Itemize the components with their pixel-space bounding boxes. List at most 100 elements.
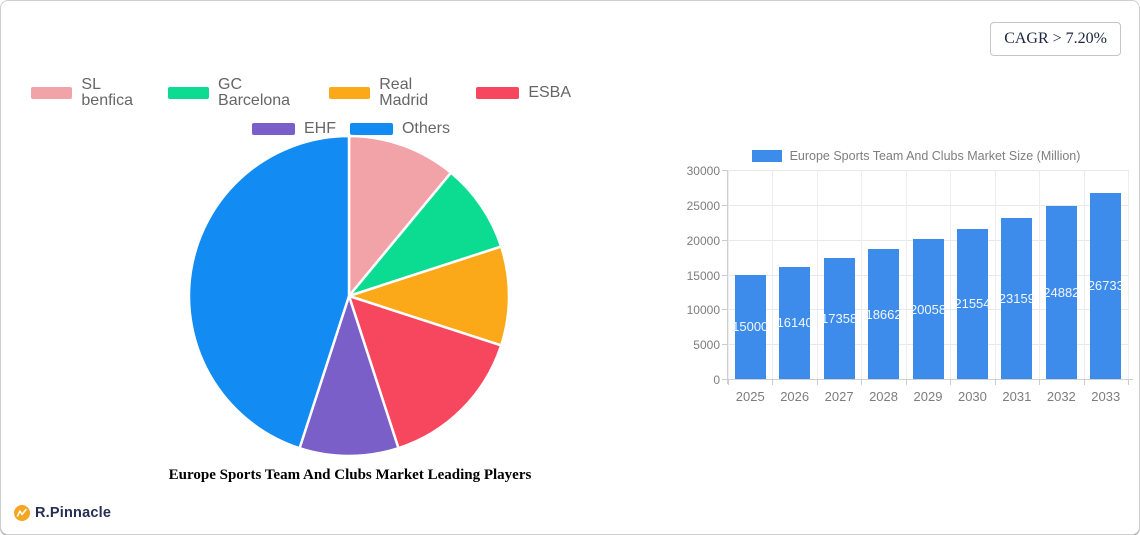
gridline-vertical [950, 170, 952, 379]
legend-label: SL benfica [81, 76, 133, 109]
gridline-horizontal [728, 204, 1128, 206]
x-axis-tick [816, 380, 818, 385]
bar-2028[interactable]: 18662 [865, 249, 902, 379]
bar-value-label: 15000 [732, 319, 769, 335]
x-axis-line [722, 379, 1133, 380]
y-axis-tick [722, 239, 727, 241]
pie-slice-sl-benfica[interactable] [347, 134, 453, 298]
x-axis-tick [1083, 380, 1085, 385]
x-axis-tick [1039, 380, 1041, 385]
gridline-vertical [1039, 170, 1041, 379]
pie-legend-row: SL benfica GC Barcelona Real Madrid ESBA [31, 77, 571, 109]
x-axis-tick [772, 380, 774, 385]
bar-value-label: 26733 [1087, 278, 1124, 294]
x-axis-tick [905, 380, 907, 385]
bar-value-label: 17358 [821, 311, 858, 327]
x-axis-label: 2026 [780, 389, 810, 404]
gridline-vertical [772, 170, 774, 379]
pie-chart-title: Europe Sports Team And Clubs Market Lead… [168, 467, 532, 483]
pie-slice-ehf[interactable] [298, 294, 400, 458]
legend-swatch [251, 123, 295, 135]
x-axis-tick [861, 380, 863, 385]
legend-label: EHF [303, 120, 336, 137]
x-axis-tick [994, 380, 996, 385]
pie-slice-real-madrid[interactable] [347, 245, 511, 347]
bar-legend-swatch [751, 150, 782, 162]
y-axis-tick [722, 274, 727, 276]
bar-2025[interactable]: 15000 [732, 274, 769, 379]
bar-chart-section: Europe Sports Team And Clubs Market Size… [687, 141, 1139, 421]
legend-label: ESBA [528, 84, 571, 101]
legend-label: Real Madrid [379, 76, 429, 109]
bar-2031[interactable]: 23159 [998, 217, 1035, 379]
pie-legend-item-others[interactable]: Others [349, 120, 450, 137]
bar-value-label: 24882 [1043, 284, 1080, 300]
legend-swatch [31, 87, 73, 99]
gridline-horizontal [728, 170, 1128, 171]
bar-value-label: 21554 [954, 296, 991, 312]
y-axis-tick [722, 170, 727, 171]
bar-value-label: 23159 [998, 290, 1035, 306]
pie-legend-item-ehf[interactable]: EHF [251, 120, 336, 137]
pie-legend-item-gc-barcelona[interactable]: GC Barcelona [167, 76, 315, 109]
y-axis-tick [722, 204, 727, 206]
gridline-vertical [728, 170, 729, 379]
x-axis-label: 2030 [957, 389, 987, 404]
legend-swatch [328, 87, 371, 99]
gridline-vertical [816, 170, 818, 379]
pie-legend: SL benfica GC Barcelona Real Madrid ESBA EHF… [31, 77, 671, 149]
gridline-vertical [994, 170, 996, 379]
x-axis-tick [728, 380, 729, 385]
brand-icon [14, 505, 30, 521]
y-axis-tick [722, 344, 727, 346]
bar-value-label: 16140 [776, 315, 813, 331]
x-axis-tick [1128, 380, 1129, 385]
bar-legend-item[interactable]: Europe Sports Team And Clubs Market Size… [691, 149, 1139, 163]
bar-2033[interactable]: 26733 [1087, 192, 1124, 379]
y-axis-tick [722, 309, 727, 311]
pie-slice-others[interactable] [187, 134, 351, 450]
pie-slice-gc-barcelona[interactable] [347, 171, 503, 298]
legend-label: Others [401, 120, 450, 137]
pie-legend-item-esba[interactable]: ESBA [476, 85, 571, 101]
pie-legend-row: EHF Others [31, 121, 671, 137]
legend-swatch [476, 87, 520, 99]
y-axis-label: 0 [713, 373, 720, 387]
gridline-vertical [905, 170, 907, 379]
x-axis-label: 2033 [1091, 389, 1121, 404]
x-axis-label: 2027 [824, 389, 854, 404]
x-axis-label: 2029 [913, 389, 943, 404]
bar-value-label: 20058 [909, 301, 947, 317]
pie-chart [187, 134, 511, 458]
y-axis-label: 25000 [686, 198, 720, 213]
bar-plot-area: 0 5000 10000 15000 20000 25000 30000 15000 2025 1… [687, 165, 1133, 404]
y-axis-label: 20000 [686, 233, 720, 248]
x-axis-label: 2031 [1002, 389, 1032, 404]
pie-chart-section: SL benfica GC Barcelona Real Madrid ESBA EHF… [1, 1, 699, 501]
legend-swatch [349, 123, 393, 135]
gridline-vertical [861, 170, 863, 379]
bar-value-label: 18662 [865, 306, 902, 322]
gridline-vertical [1128, 170, 1129, 379]
legend-label: GC Barcelona [218, 76, 291, 109]
legend-swatch [167, 87, 210, 99]
bar-2032[interactable]: 24882 [1043, 205, 1080, 379]
gridline-vertical [1083, 170, 1085, 379]
y-axis-line [727, 170, 728, 384]
pie-legend-item-real-madrid[interactable]: Real Madrid [328, 76, 462, 109]
y-axis-label: 15000 [686, 268, 720, 283]
x-axis-tick [950, 380, 952, 385]
bar-2027[interactable]: 17358 [821, 258, 858, 379]
x-axis-label: 2025 [735, 389, 765, 404]
y-axis-label: 30000 [686, 164, 720, 178]
bar-2029[interactable]: 20058 [909, 239, 947, 379]
brand-name: R.Pinnacle [35, 505, 112, 521]
bar-2026[interactable]: 16140 [776, 266, 813, 379]
brand-logo[interactable]: R.Pinnacle [14, 505, 111, 521]
pie-legend-item-sl-benfica[interactable]: SL benfica [31, 77, 154, 109]
cagr-badge: CAGR > 7.20% [990, 22, 1121, 56]
bar-legend-label: Europe Sports Team And Clubs Market Size… [789, 149, 1081, 163]
bar-2030[interactable]: 21554 [954, 228, 991, 379]
y-axis-label: 10000 [686, 303, 720, 318]
